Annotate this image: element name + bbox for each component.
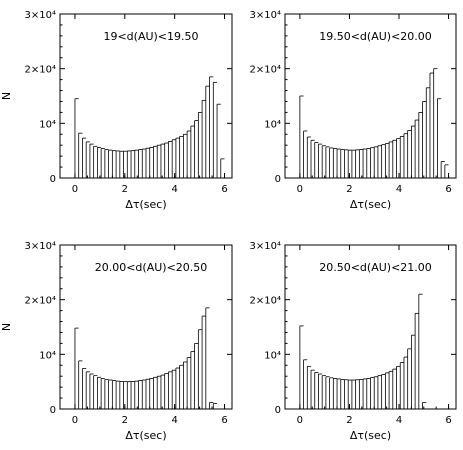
y-tick-label: 3×10⁴ — [250, 10, 281, 21]
y-tick-label: 3×10⁴ — [25, 241, 56, 252]
y-axis-label: N — [0, 323, 13, 331]
x-tick-label: 0 — [72, 415, 78, 426]
y-axis-label: N — [0, 92, 13, 100]
x-axis-label: Δτ(sec) — [125, 198, 166, 211]
x-tick-label: 2 — [346, 415, 352, 426]
x-tick-label: 4 — [171, 415, 177, 426]
y-tick-label: 0 — [275, 405, 281, 416]
x-axis-label: Δτ(sec) — [350, 198, 391, 211]
y-tick-label: 0 — [275, 174, 281, 185]
panel-2: 0 2 4 6 0 10⁴ 2×10⁴ 3×10⁴ 19.50<d(AU)<20.00 Δτ(se… — [250, 10, 457, 211]
y-tick-label: 2×10⁴ — [250, 296, 281, 307]
x-tick-label: 2 — [122, 184, 128, 195]
y-tick-label: 10⁴ — [264, 119, 281, 130]
x-tick-label: 0 — [297, 184, 303, 195]
y-tick-label: 3×10⁴ — [250, 241, 281, 252]
panel-title: 19.50<d(AU)<20.00 — [319, 30, 432, 43]
panel-title: 19<d(AU)<19.50 — [103, 30, 198, 43]
y-tick-label: 2×10⁴ — [250, 65, 281, 76]
y-tick-label: 10⁴ — [39, 119, 56, 130]
y-tick-label: 2×10⁴ — [25, 296, 56, 307]
panel-4: 0 2 4 6 0 10⁴ 2×10⁴ 3×10⁴ 20.50<d(AU)<21.00 Δτ(se… — [250, 241, 457, 442]
panel-title: 20.00<d(AU)<20.50 — [95, 261, 208, 274]
y-tick-label: 3×10⁴ — [25, 10, 56, 21]
x-tick-label: 2 — [346, 184, 352, 195]
x-tick-label: 0 — [72, 184, 78, 195]
panel-1: 0 2 4 6 0 10⁴ 2×10⁴ 3×10⁴ 19<d(AU)<19.50 Δτ(sec) N — [0, 10, 233, 211]
x-tick-label: 4 — [171, 184, 177, 195]
x-tick-label: 6 — [445, 415, 451, 426]
panel-3: 0 2 4 6 0 10⁴ 2×10⁴ 3×10⁴ 20.00<d(AU)<20.50 Δτ(se… — [0, 241, 233, 442]
y-tick-label: 0 — [50, 174, 56, 185]
x-tick-label: 0 — [297, 415, 303, 426]
x-tick-label: 4 — [396, 415, 402, 426]
y-tick-label: 2×10⁴ — [25, 65, 56, 76]
panel-title: 20.50<d(AU)<21.00 — [319, 261, 432, 274]
x-axis-label: Δτ(sec) — [350, 429, 391, 442]
y-tick-label: 10⁴ — [39, 350, 56, 361]
x-tick-label: 4 — [396, 184, 402, 195]
x-tick-label: 6 — [445, 184, 451, 195]
x-axis-label: Δτ(sec) — [125, 429, 166, 442]
y-tick-label: 10⁴ — [264, 350, 281, 361]
x-tick-label: 6 — [221, 415, 227, 426]
x-tick-label: 2 — [122, 415, 128, 426]
x-tick-label: 6 — [221, 184, 227, 195]
y-tick-label: 0 — [50, 405, 56, 416]
